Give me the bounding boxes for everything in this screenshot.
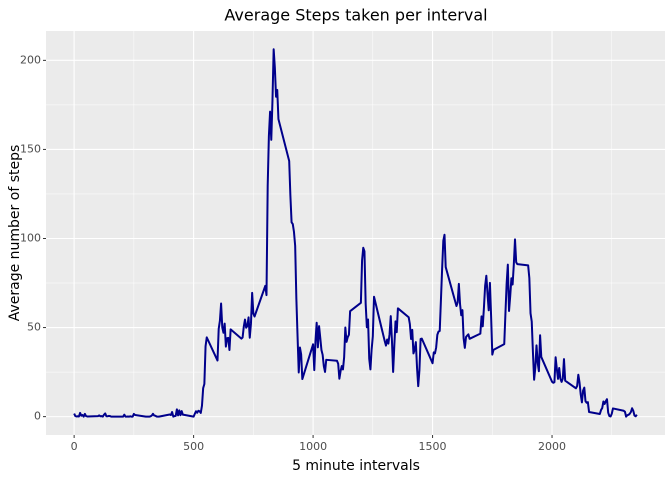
y-axis-label: Average number of steps: [7, 145, 23, 322]
x-tick-label: 500: [183, 440, 204, 453]
x-tick-label: 1500: [419, 440, 447, 453]
x-tick-label: 0: [71, 440, 78, 453]
x-tick-label: 2000: [538, 440, 566, 453]
data-line: [73, 48, 638, 418]
grid: [46, 31, 665, 435]
y-tick-label: 0: [34, 410, 41, 423]
y-tick-label: 50: [27, 321, 41, 334]
y-tick-label: 150: [20, 142, 41, 155]
panel: [46, 31, 665, 435]
x-axis-label: 5 minute intervals: [292, 458, 420, 474]
y-tick-label: 100: [20, 231, 41, 244]
chart-title: Average Steps taken per interval: [224, 6, 487, 25]
y-tick-label: 200: [20, 53, 41, 66]
x-tick-label: 1000: [299, 440, 327, 453]
